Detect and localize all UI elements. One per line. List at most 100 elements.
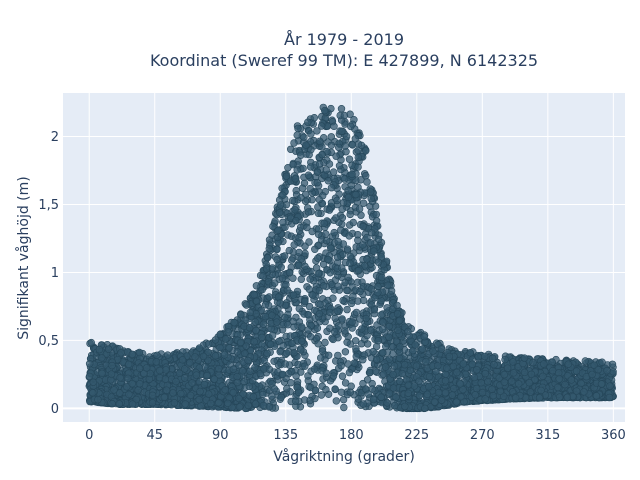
scatter-point	[359, 241, 367, 249]
scatter-point	[338, 127, 346, 135]
scatter-point	[356, 315, 364, 323]
scatter-point	[327, 184, 336, 192]
scatter-point	[343, 286, 351, 295]
scatter-point	[263, 349, 271, 357]
scatter-point	[345, 368, 354, 377]
scatter-point	[186, 359, 194, 367]
scatter-point	[304, 311, 313, 319]
scatter-point	[298, 337, 306, 345]
scatter-point	[128, 350, 137, 358]
scatter-point	[395, 377, 404, 385]
scatter-point	[314, 340, 322, 348]
scatter-point	[367, 188, 375, 196]
scatter-point	[348, 141, 357, 149]
scatter-point	[237, 311, 245, 319]
scatter-point	[245, 324, 254, 332]
scatter-point	[363, 255, 371, 263]
scatter-point	[290, 349, 298, 357]
scatter-point	[285, 246, 293, 255]
scatter-point	[316, 137, 324, 146]
scatter-point	[329, 335, 337, 344]
scatter-point	[307, 130, 315, 138]
scatter-point	[322, 230, 330, 238]
scatter-point	[529, 358, 537, 367]
scatter-point	[287, 379, 295, 387]
scatter-point	[345, 155, 354, 163]
scatter-point	[259, 320, 268, 328]
scatter-point	[313, 324, 322, 332]
scatter-point	[366, 326, 375, 334]
scatter-point	[398, 369, 406, 378]
scatter-point	[250, 338, 258, 346]
scatter-point	[362, 172, 370, 180]
scatter-point	[539, 372, 547, 380]
scatter-point	[298, 184, 307, 192]
scatter-point	[298, 323, 306, 331]
scatter-point	[306, 184, 314, 193]
scatter-point	[291, 175, 299, 183]
scatter-point	[135, 348, 144, 357]
scatter-point	[371, 367, 380, 375]
scatter-point	[98, 369, 106, 377]
scatter-point	[348, 161, 356, 170]
scatter-point	[276, 209, 284, 217]
scatter-point	[354, 231, 362, 239]
scatter-point	[318, 151, 326, 159]
scatter-point	[314, 254, 322, 262]
scatter-point	[449, 362, 457, 371]
scatter-point	[288, 196, 297, 205]
scatter-point	[488, 354, 497, 362]
scatter-point	[225, 344, 233, 352]
scatter-point	[297, 151, 305, 159]
scatter-point	[164, 351, 172, 359]
scatter-point	[301, 262, 309, 270]
scatter-point	[291, 206, 299, 214]
scatter-point	[368, 229, 376, 237]
scatter-point	[500, 370, 508, 379]
scatter-point	[379, 370, 388, 379]
scatter-point	[337, 226, 345, 234]
scatter-point	[372, 355, 381, 364]
scatter-point	[379, 325, 387, 333]
scatter-point	[422, 358, 430, 366]
scatter-point	[341, 379, 350, 387]
scatter-point	[335, 162, 344, 170]
scatter-point	[372, 217, 381, 225]
scatter-point	[608, 360, 617, 368]
scatter-point	[313, 168, 322, 177]
scatter-point	[379, 318, 387, 326]
scatter-point	[338, 372, 347, 380]
scatter-point	[258, 286, 266, 294]
scatter-point	[508, 377, 516, 385]
scatter-point	[445, 352, 454, 361]
scatter-point	[281, 360, 289, 368]
scatter-point	[509, 369, 518, 377]
scatter-point	[347, 299, 356, 308]
scatter-point	[341, 142, 349, 150]
scatter-point	[335, 143, 343, 152]
scatter-point	[477, 379, 485, 387]
scatter-point	[418, 345, 427, 353]
scatter-point	[603, 367, 611, 375]
scatter-point	[273, 318, 281, 326]
scatter-point	[294, 124, 302, 133]
scatter-point	[282, 281, 290, 289]
scatter-point	[364, 340, 372, 348]
scatter-point	[239, 367, 247, 375]
scatter-point	[316, 300, 324, 309]
scatter-point	[333, 196, 341, 205]
scatter-point	[401, 402, 409, 411]
scatter-point	[349, 218, 357, 227]
scatter-point	[324, 255, 332, 264]
scatter-point	[597, 380, 606, 388]
scatter-point	[345, 232, 353, 240]
scatter-point	[389, 370, 397, 379]
scatter-point	[385, 355, 394, 363]
scatter-point	[334, 282, 342, 290]
scatter-point	[330, 228, 338, 237]
scatter-point	[314, 209, 322, 218]
scatter-point	[412, 362, 421, 370]
scatter-point	[311, 386, 320, 395]
scatter-point	[268, 264, 277, 272]
